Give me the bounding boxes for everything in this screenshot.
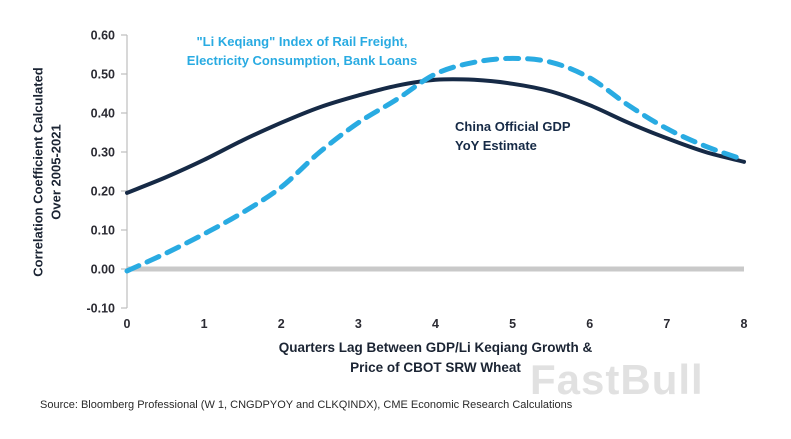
source-text: Source: Bloomberg Professional (W 1, CNG…	[40, 399, 573, 411]
x-tick-label: 6	[586, 317, 593, 331]
series-label-gdp-line2: YoY Estimate	[455, 137, 537, 153]
y-tick-label: 0.60	[91, 29, 115, 43]
y-axis-title-line2: Over 2005-2021	[48, 124, 63, 220]
series-label-li-keqiang-line1: "Li Keqiang" Index of Rail Freight,	[196, 34, 408, 49]
x-tick-label: 2	[278, 317, 285, 331]
y-tick-label: 0.30	[91, 146, 115, 160]
series-label-li-keqiang: "Li Keqiang" Index of Rail Freight, Elec…	[182, 33, 422, 71]
x-tick-label: 5	[509, 317, 516, 331]
series-line-gdp	[125, 77, 746, 195]
y-tick-label: 0.10	[91, 224, 115, 238]
y-axis-title-line1: Correlation Coefficient Calculated	[30, 67, 46, 277]
x-axis-title-line2: Price of CBOT SRW Wheat	[350, 360, 521, 376]
x-tick-label: 7	[663, 317, 670, 331]
y-tick-label: 0.20	[91, 185, 115, 199]
watermark: FastBull	[530, 356, 704, 403]
series-label-gdp: China Official GDP YoY Estimate	[455, 118, 571, 156]
x-tick-label: 8	[741, 317, 748, 331]
y-tick-label: -0.10	[87, 302, 116, 316]
x-axis-title-line1: Quarters Lag Between GDP/Li Keqiang Grow…	[278, 340, 593, 355]
series-label-gdp-line1: China Official GDP	[455, 119, 571, 134]
series-line-li-keqiang	[124, 55, 747, 274]
x-axis-title: Quarters Lag Between GDP/Li Keqiang Grow…	[127, 338, 744, 379]
y-axis-title: Correlation Coefficient Calculated Over …	[29, 67, 64, 276]
x-tick-label: 1	[201, 317, 208, 331]
x-tick-label: 3	[355, 317, 362, 331]
y-tick-label: 0.50	[91, 68, 115, 82]
x-tick-label: 4	[432, 317, 439, 331]
x-tick-label: 0	[124, 317, 131, 331]
series-label-li-keqiang-line2: Electricity Consumption, Bank Loans	[186, 52, 418, 68]
y-tick-label: 0.40	[91, 107, 115, 121]
y-tick-label: 0.00	[91, 263, 115, 277]
